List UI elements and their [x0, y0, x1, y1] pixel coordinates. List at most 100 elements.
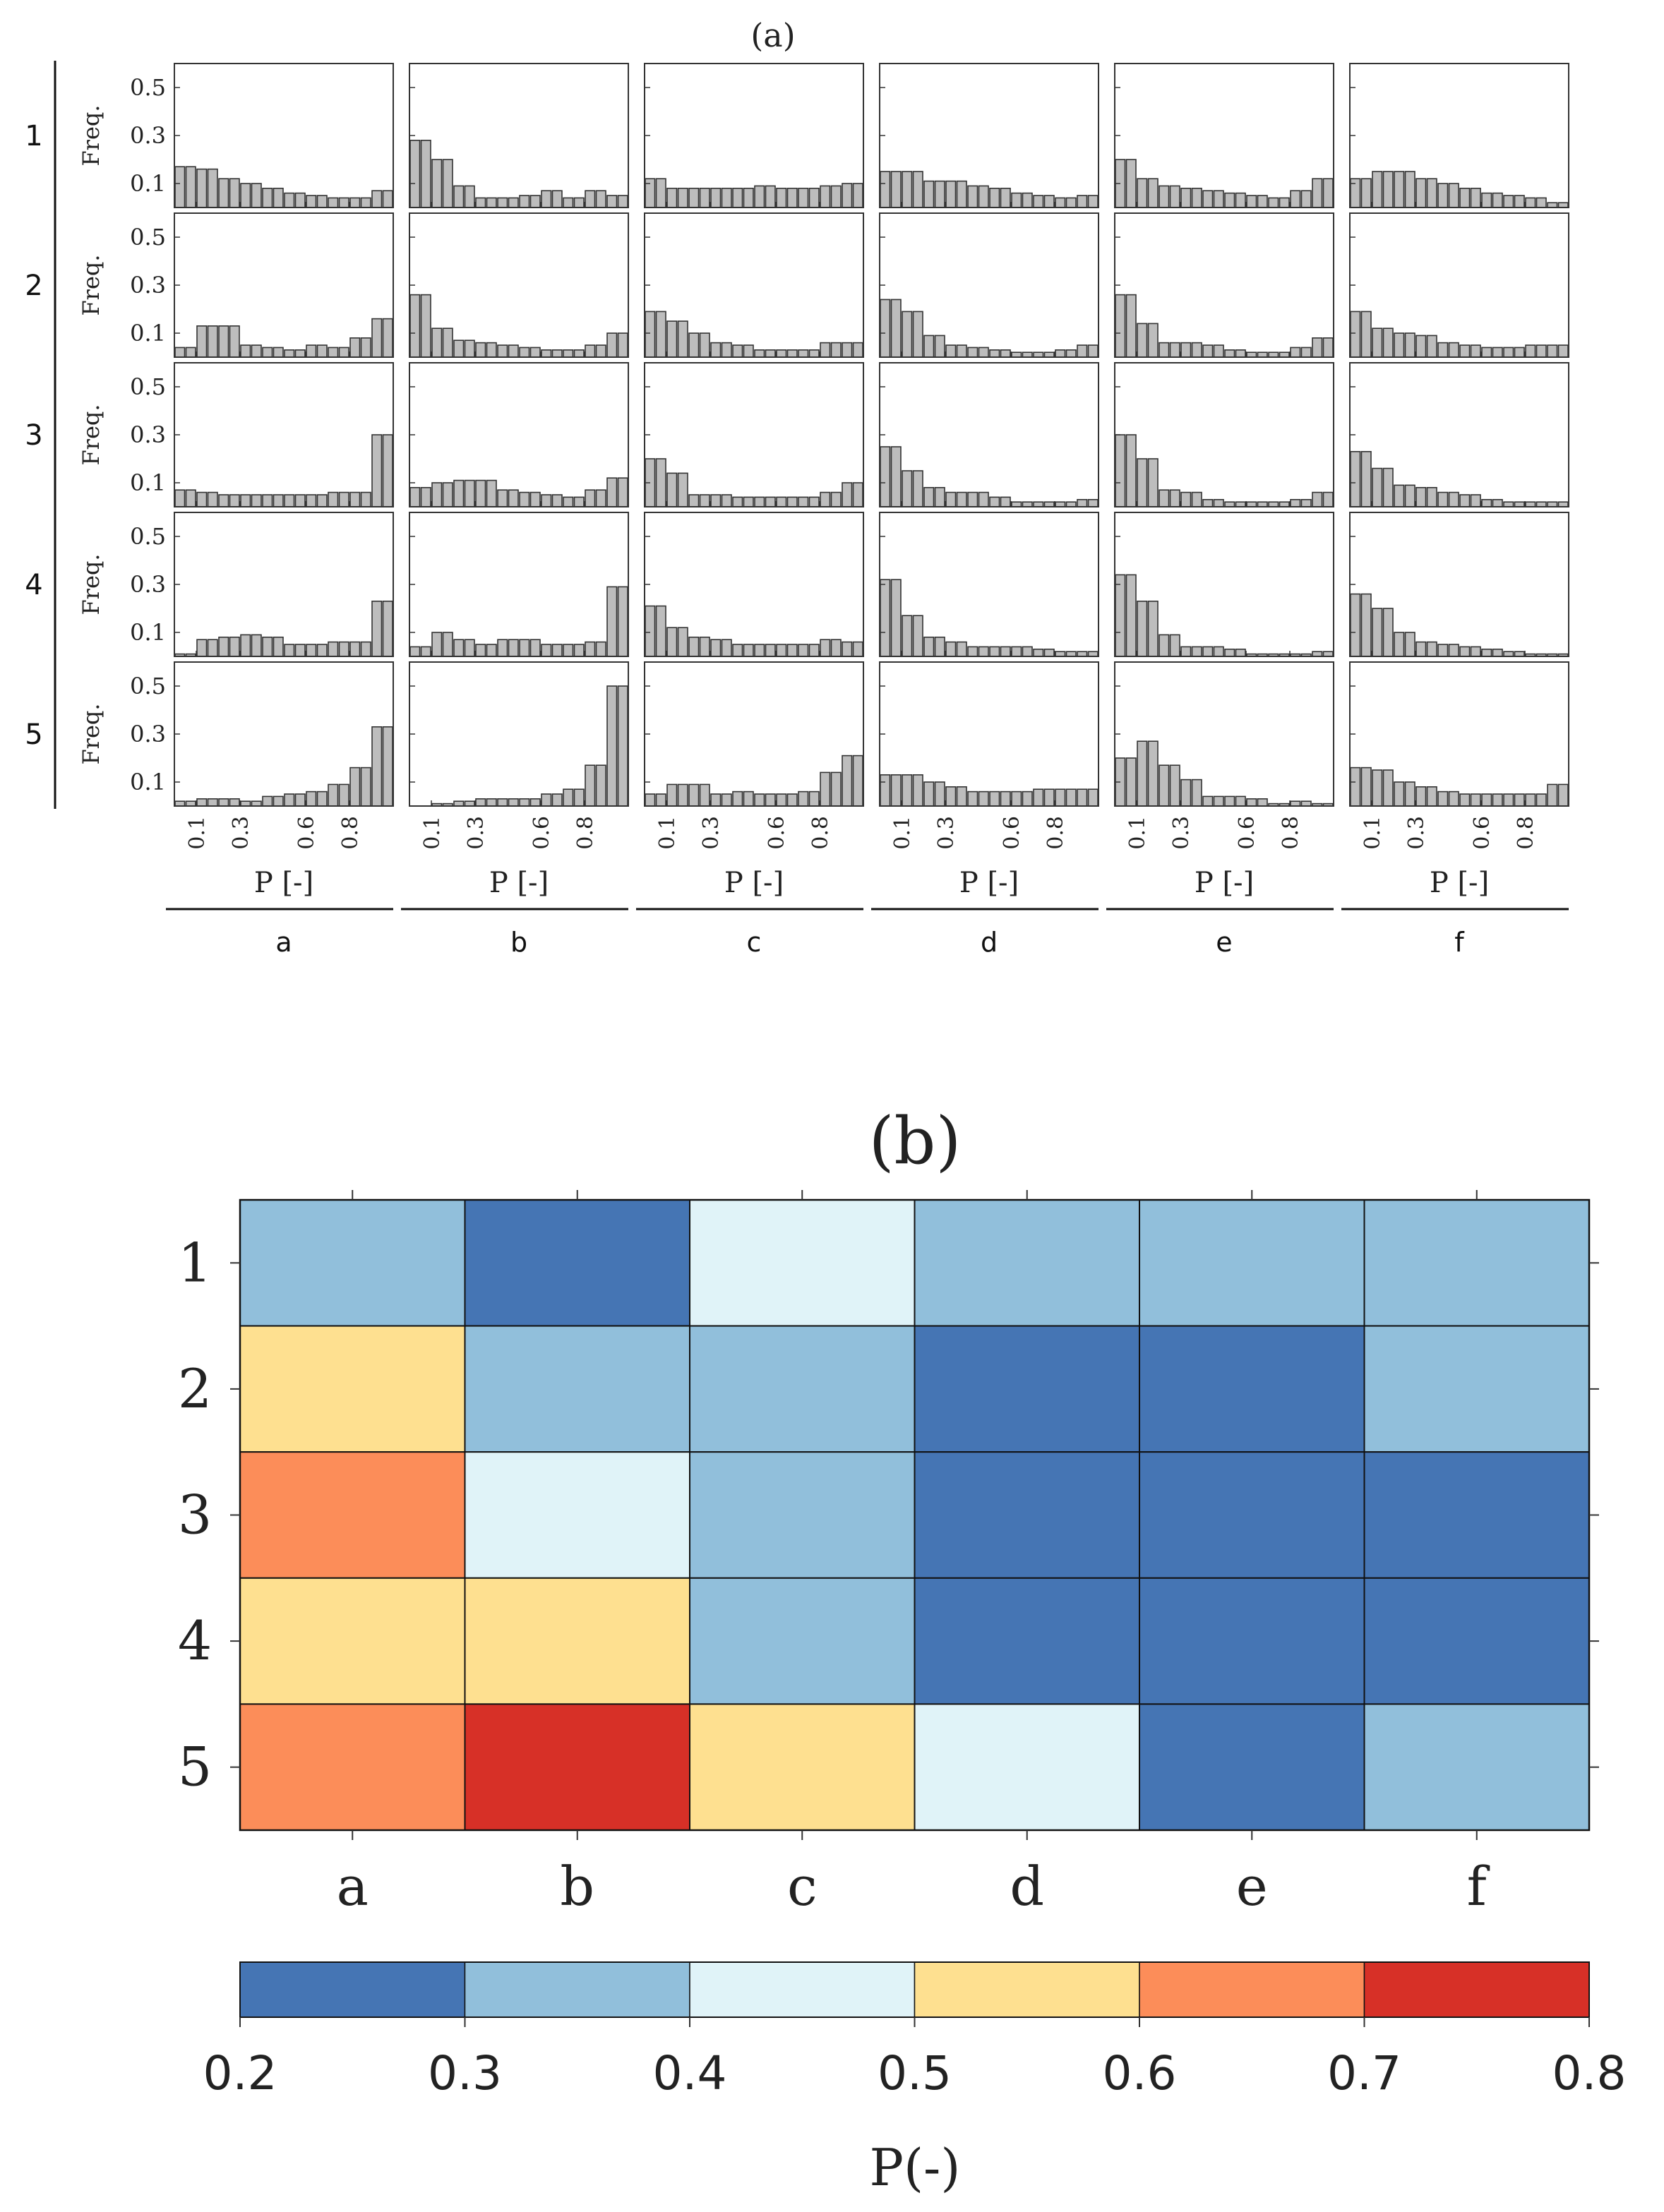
hist-bar: [349, 767, 361, 807]
hist-bar: [1087, 344, 1099, 358]
hist-bar: [1437, 491, 1449, 507]
hist-bar: [1235, 501, 1246, 507]
hist-bar: [1191, 491, 1202, 507]
hist-bar: [967, 347, 978, 358]
hist-bar: [1191, 779, 1202, 807]
hist-bar: [1525, 344, 1536, 358]
heatmap-row-labels: 1 2 3 4 5: [178, 1231, 212, 1798]
hist-bar: [229, 325, 240, 358]
hist-bar: [934, 180, 945, 208]
hist-bar: [1125, 757, 1137, 807]
hist-bar: [595, 489, 606, 507]
hist-bar: [409, 486, 421, 507]
histogram-frame: [174, 661, 394, 807]
hist-bar: [1300, 800, 1312, 807]
hist-bar: [1350, 311, 1361, 358]
hist-bar: [765, 185, 776, 208]
hist-bar: [786, 793, 798, 807]
hist-bar: [743, 187, 754, 208]
hist-bar: [1290, 800, 1301, 807]
heatmap-cell-5-a: [239, 1703, 466, 1831]
hist-bar: [306, 644, 317, 657]
histogram-frame: [409, 63, 629, 208]
hist-bar: [207, 798, 218, 807]
hist-bar: [453, 639, 465, 657]
y-tick-label: 0.3: [130, 571, 166, 598]
hist-bar: [1470, 793, 1481, 807]
hist-bar: [1525, 793, 1536, 807]
hist-bar: [1055, 788, 1066, 807]
hist-bar: [902, 615, 913, 657]
hist-bar: [360, 767, 371, 807]
hist-bar: [1257, 351, 1268, 358]
heatmap-column-label: b: [560, 1855, 594, 1918]
hist-bar: [328, 491, 339, 507]
hist-bar: [912, 171, 923, 208]
hist-bar: [645, 311, 656, 358]
heatmap-row-label: 5: [178, 1736, 212, 1798]
hist-bar: [1322, 337, 1334, 358]
hist-bar: [196, 325, 208, 358]
hist-bar: [934, 486, 945, 507]
hist-bar: [420, 140, 431, 208]
hist-bar: [1159, 634, 1170, 657]
heatmap-column-label: d: [1010, 1855, 1044, 1918]
hist-bar: [1437, 644, 1449, 657]
hist-bar: [338, 491, 349, 507]
hist-bar: [1137, 458, 1148, 507]
x-tick-label: 0.3: [229, 816, 253, 850]
heatmap-column-label: e: [1236, 1855, 1268, 1918]
hist-bar: [754, 185, 765, 208]
histogram-3-c: [644, 362, 864, 507]
x-tick-label: 0.1: [890, 816, 915, 850]
x-tick-label: 0.1: [655, 816, 680, 850]
hist-bar: [1415, 335, 1427, 358]
hist-bar: [989, 646, 1000, 657]
hist-bar: [956, 786, 967, 807]
hist-bar: [699, 332, 710, 358]
heatmap-cell-3-d: [914, 1451, 1140, 1579]
hist-bar: [1213, 795, 1224, 807]
hist-bar: [808, 644, 820, 657]
hist-bar: [967, 791, 978, 807]
colorbar-bin: [239, 1961, 466, 2018]
histogram-4-f: [1349, 512, 1569, 657]
hist-bar: [1087, 651, 1099, 657]
hist-bar: [1055, 197, 1066, 208]
hist-bar: [174, 166, 186, 208]
hist-bar: [934, 636, 945, 657]
hist-bar: [1514, 793, 1525, 807]
hist-bar: [371, 318, 383, 358]
heatmap-cell-2-e: [1139, 1325, 1365, 1453]
hist-bar: [508, 197, 519, 208]
hist-bar: [1022, 791, 1033, 807]
hist-bar: [912, 470, 923, 507]
x-tick-label: 0.6: [765, 816, 789, 850]
hist-bar: [497, 489, 508, 507]
hist-bar: [1426, 335, 1437, 358]
hist-bar: [1268, 351, 1279, 358]
heatmap-row-label: 4: [178, 1609, 212, 1672]
hist-bar: [497, 197, 508, 208]
hist-bar: [1290, 190, 1301, 208]
x-tick-label: 0.8: [1043, 816, 1068, 850]
hist-bar: [595, 764, 606, 807]
hist-bar: [1372, 608, 1383, 657]
hist-bar: [273, 347, 284, 358]
hist-bar: [721, 494, 732, 507]
hist-bar: [1087, 195, 1099, 208]
hist-bar: [1033, 195, 1044, 208]
hist-bar: [508, 639, 519, 657]
hist-bar: [196, 798, 208, 807]
column-label: f: [1454, 927, 1465, 958]
hist-bar: [688, 494, 700, 507]
hist-bar: [294, 349, 306, 358]
hist-bar: [1322, 178, 1334, 208]
hist-bar: [273, 636, 284, 657]
hist-bar: [328, 347, 339, 358]
hist-bar: [1360, 311, 1372, 358]
hist-bar: [431, 327, 443, 358]
hist-bar: [251, 800, 262, 807]
hist-bar: [284, 644, 295, 657]
hist-bar: [316, 494, 328, 507]
